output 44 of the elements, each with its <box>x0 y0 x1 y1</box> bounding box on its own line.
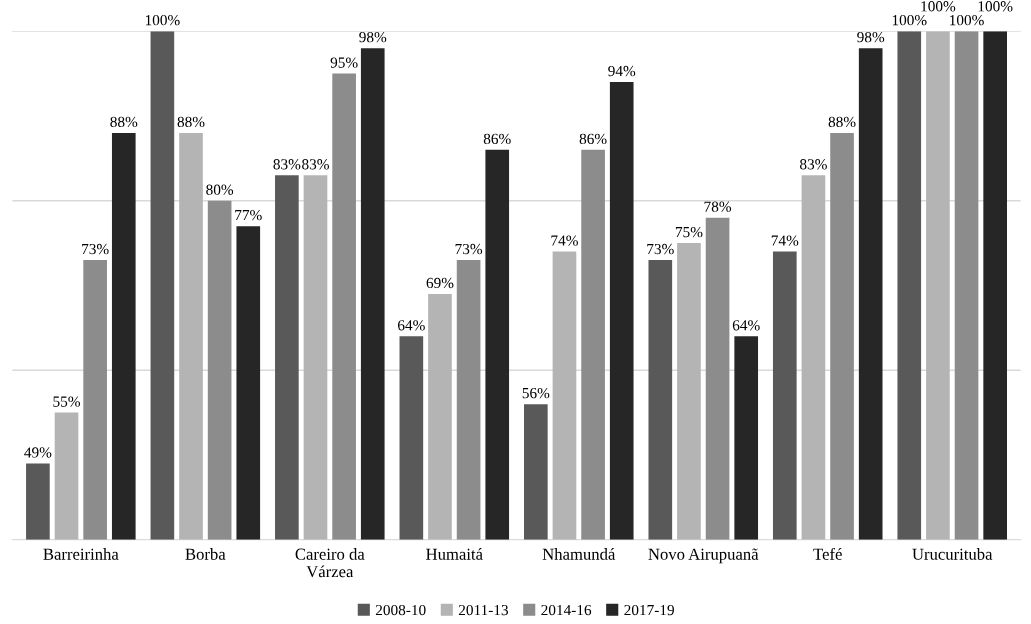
data-label: 86% <box>579 133 607 145</box>
data-label: 86% <box>483 133 511 145</box>
data-label: 64% <box>398 320 425 331</box>
data-label: 64% <box>732 320 760 331</box>
data-label: 100% <box>978 1 1013 12</box>
data-label: 74% <box>551 235 578 246</box>
x-tick-label: Barreirinha <box>43 548 119 560</box>
x-tick-label: Novo Airupuanã <box>648 548 759 564</box>
data-label: 56% <box>522 387 550 399</box>
legend-label: 2017-19 <box>624 604 674 616</box>
data-label: 95% <box>330 57 358 68</box>
data-label: 73% <box>647 243 674 255</box>
data-label: 73% <box>455 243 483 255</box>
data-label: 80% <box>206 184 234 195</box>
data-label: 78% <box>704 201 732 212</box>
data-label: 100% <box>892 15 927 26</box>
data-label: 83% <box>800 159 827 170</box>
data-label: 94% <box>608 65 636 77</box>
data-label: 69% <box>426 277 454 289</box>
x-tick-label: Tefé <box>813 547 842 560</box>
data-label: 88% <box>177 116 205 128</box>
legend-label: 2011-13 <box>458 604 509 616</box>
x-tick-label: Urucurituba <box>912 548 993 560</box>
x-tick-label: Borba <box>185 548 226 560</box>
x-tick-label: Humaitá <box>426 548 483 560</box>
data-label: 88% <box>828 116 856 128</box>
legend-label: 2014-16 <box>541 604 592 616</box>
data-label: 100% <box>921 1 956 12</box>
data-label: 98% <box>359 31 387 43</box>
x-tick-label: Careiro da Várzea <box>295 548 365 578</box>
data-label: 100% <box>145 15 180 26</box>
data-label: 55% <box>53 396 80 407</box>
data-label: 88% <box>110 116 138 128</box>
data-label: 49% <box>24 447 52 458</box>
data-label: 77% <box>235 209 262 221</box>
data-label: 75% <box>675 226 703 238</box>
data-label: 100% <box>950 15 984 26</box>
data-label: 74% <box>771 235 799 246</box>
x-tick-label: Nhamundá <box>542 548 616 560</box>
data-label: 83% <box>302 159 329 170</box>
data-label: 73% <box>82 243 109 255</box>
data-label: 98% <box>857 31 885 43</box>
data-label: 83% <box>273 159 301 170</box>
legend-label: 2008-10 <box>375 604 426 616</box>
